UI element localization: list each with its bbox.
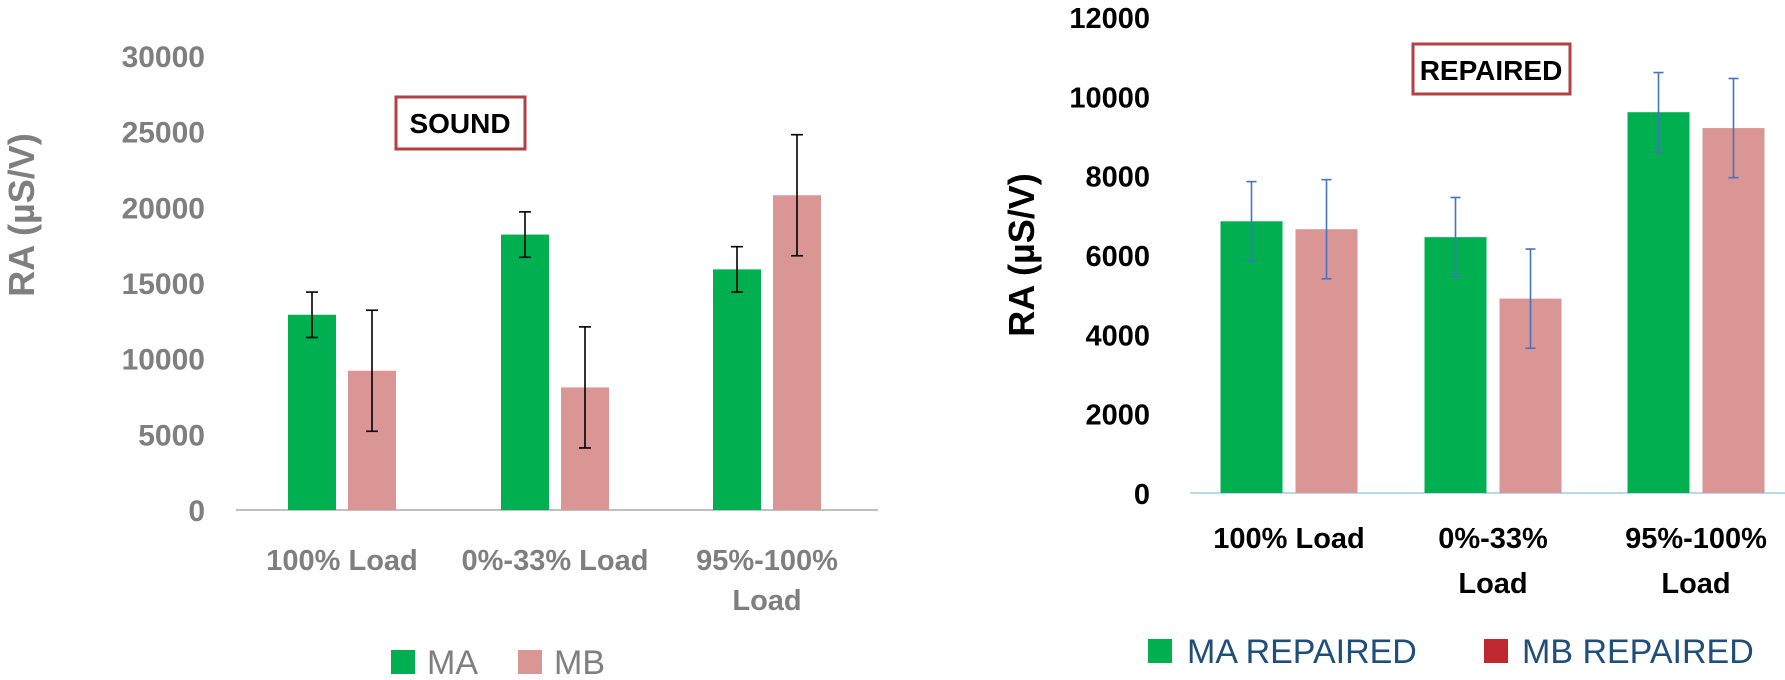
bar-ma-100-load <box>288 314 336 510</box>
bars <box>1220 112 1765 494</box>
category-labels: 100% Load 0%-33% Load 95%-100% Load <box>266 545 838 617</box>
category-label: 95%-100% <box>696 545 838 577</box>
category-label: 0%-33% <box>1438 523 1548 555</box>
y-tick-label: 10000 <box>1069 82 1150 114</box>
bar-ma-repaired-0-33-load <box>1424 237 1487 493</box>
legend: MA REPAIRED MB REPAIRED <box>1148 633 1754 671</box>
y-tick-label: 20000 <box>122 192 205 225</box>
repaired-chart: 0 2000 4000 6000 8000 10000 12000 RA (µS/V) 10… <box>1001 3 1785 671</box>
error-bar-mb-repaired-100-load <box>1321 178 1332 280</box>
bar-ma-0-33-load <box>501 234 549 510</box>
category-label: 0%-33% Load <box>462 545 649 577</box>
bars <box>288 195 821 510</box>
y-tick-label: 4000 <box>1085 320 1150 352</box>
bar-ma-repaired-100-load <box>1220 221 1283 494</box>
y-tick-label: 30000 <box>122 41 205 74</box>
y-tick-label: 8000 <box>1085 162 1150 194</box>
y-tick-label: 6000 <box>1085 241 1150 273</box>
y-tick-label: 15000 <box>122 268 205 301</box>
error-bar-mb-100-load <box>366 309 378 433</box>
error-bars <box>1246 71 1739 350</box>
error-bars <box>306 133 803 449</box>
error-bar-ma-95-100-load <box>731 245 743 293</box>
y-tick-label: 2000 <box>1085 400 1150 432</box>
legend-label-ma-repaired: MA REPAIRED <box>1187 633 1417 671</box>
error-bar-ma-repaired-0-33-load <box>1450 196 1461 278</box>
legend: MA MB <box>391 644 605 680</box>
y-tick-label: 10000 <box>122 344 205 377</box>
error-bar-ma-0-33-load <box>519 211 531 259</box>
legend-swatch-ma-repaired <box>1148 639 1172 663</box>
legend-swatch-mb <box>518 650 542 674</box>
annotation-box: REPAIRED <box>1411 42 1572 96</box>
category-labels: 100% Load 0%-33% Load 95%-100% Load <box>1213 523 1767 600</box>
error-bar-mb-repaired-0-33-load <box>1525 248 1536 350</box>
error-bar-ma-repaired-95-100-load <box>1653 71 1664 153</box>
legend-label-ma: MA <box>427 644 478 680</box>
category-label: Load <box>1458 568 1527 600</box>
error-bar-mb-0-33-load <box>579 326 591 449</box>
y-tick-label: 25000 <box>122 117 205 150</box>
y-axis-ticks: 0 5000 10000 15000 20000 25000 30000 <box>122 41 205 528</box>
y-tick-label: 5000 <box>138 419 205 452</box>
legend-label-mb: MB <box>554 644 605 680</box>
category-label: 100% Load <box>266 545 418 577</box>
category-label: Load <box>732 585 801 617</box>
error-bar-mb-repaired-95-100-load <box>1728 77 1739 179</box>
bar-ma-repaired-95-100-load <box>1627 112 1690 493</box>
category-label: 100% Load <box>1213 523 1365 555</box>
legend-label-mb-repaired: MB REPAIRED <box>1522 633 1754 671</box>
sound-chart: 0 5000 10000 15000 20000 25000 30000 RA (µS/V)… <box>1 41 878 680</box>
legend-swatch-mb-repaired <box>1484 639 1508 663</box>
y-axis-label: RA (µS/V) <box>1001 173 1042 336</box>
annotation-label: REPAIRED <box>1420 55 1563 86</box>
y-axis-label: RA (µS/V) <box>1 133 42 296</box>
error-bar-mb-95-100-load <box>791 133 803 257</box>
error-bar-ma-repaired-100-load <box>1246 180 1257 262</box>
bar-mb-repaired-95-100-load <box>1702 128 1765 494</box>
annotation-box: SOUND <box>394 95 527 151</box>
category-label: 95%-100% <box>1625 523 1767 555</box>
legend-swatch-ma <box>391 650 415 674</box>
annotation-label: SOUND <box>409 108 510 139</box>
error-bar-ma-100-load <box>306 291 318 339</box>
category-label: Load <box>1661 568 1730 600</box>
y-tick-label: 12000 <box>1069 3 1150 35</box>
bar-ma-95-100-load <box>713 269 761 510</box>
y-tick-label: 0 <box>188 495 205 528</box>
y-tick-label: 0 <box>1134 479 1150 511</box>
y-axis-ticks: 0 2000 4000 6000 8000 10000 12000 <box>1069 3 1150 511</box>
annotation-border <box>1411 42 1572 96</box>
annotation-border <box>394 95 527 151</box>
